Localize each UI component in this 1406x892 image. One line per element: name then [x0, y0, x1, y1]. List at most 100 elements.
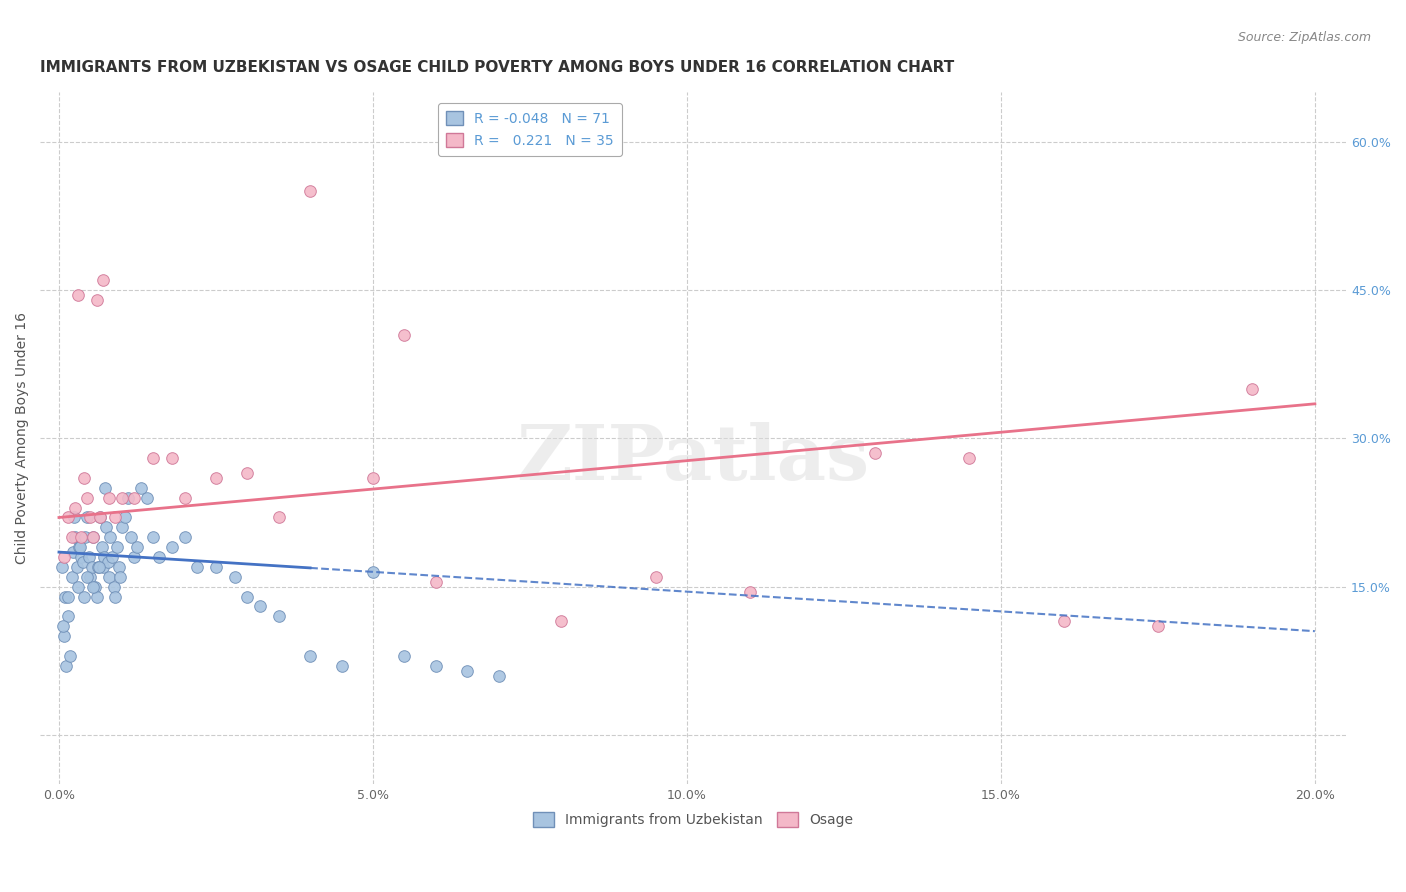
Point	[236, 466, 259, 480]
Point	[110, 570, 132, 584]
Point	[97, 555, 120, 569]
Point	[224, 570, 246, 584]
Point	[86, 590, 108, 604]
Text: ZIPatlas: ZIPatlas	[516, 422, 870, 496]
Point	[62, 545, 84, 559]
Point	[58, 510, 80, 524]
Point	[72, 555, 94, 569]
Point	[82, 580, 104, 594]
Point	[644, 570, 666, 584]
Point	[70, 530, 93, 544]
Point	[101, 549, 124, 564]
Point	[90, 540, 112, 554]
Point	[205, 560, 228, 574]
Text: Source: ZipAtlas.com: Source: ZipAtlas.com	[1237, 31, 1371, 45]
Point	[205, 471, 228, 485]
Point	[249, 599, 271, 614]
Point	[103, 580, 125, 594]
Point	[142, 530, 165, 544]
Text: IMMIGRANTS FROM UZBEKISTAN VS OSAGE CHILD POVERTY AMONG BOYS UNDER 16 CORRELATIO: IMMIGRANTS FROM UZBEKISTAN VS OSAGE CHIL…	[41, 60, 955, 75]
Point	[1147, 619, 1170, 633]
Point	[51, 560, 73, 574]
Point	[160, 540, 183, 554]
Point	[73, 590, 96, 604]
Point	[127, 540, 149, 554]
Point	[87, 560, 110, 574]
Point	[58, 609, 80, 624]
Point	[98, 570, 121, 584]
Point	[53, 590, 76, 604]
Point	[267, 609, 290, 624]
Point	[66, 580, 89, 594]
Point	[104, 590, 127, 604]
Point	[98, 491, 121, 505]
Point	[105, 540, 128, 554]
Point	[299, 648, 322, 663]
Point	[52, 619, 75, 633]
Point	[148, 549, 170, 564]
Point	[425, 658, 447, 673]
Point	[114, 510, 136, 524]
Point	[77, 549, 100, 564]
Point	[59, 648, 82, 663]
Point	[160, 451, 183, 466]
Point	[94, 481, 117, 495]
Point	[82, 530, 104, 544]
Point	[361, 471, 384, 485]
Point	[425, 574, 447, 589]
Point	[89, 510, 111, 524]
Point	[66, 288, 89, 302]
Point	[67, 540, 90, 554]
Point	[91, 273, 114, 287]
Point	[330, 658, 353, 673]
Point	[111, 520, 134, 534]
Point	[104, 510, 127, 524]
Point	[53, 629, 76, 643]
Point	[124, 549, 146, 564]
Point	[738, 584, 761, 599]
Point	[111, 491, 134, 505]
Point	[55, 658, 77, 673]
Point	[63, 510, 86, 524]
Point	[1241, 382, 1264, 396]
Point	[91, 560, 114, 574]
Point	[236, 590, 259, 604]
Point	[63, 500, 86, 515]
Point	[86, 293, 108, 307]
Point	[488, 668, 510, 682]
Point	[60, 530, 83, 544]
Point	[89, 560, 111, 574]
Point	[93, 549, 115, 564]
Point	[394, 648, 416, 663]
Point	[53, 549, 76, 564]
Legend: Immigrants from Uzbekistan, Osage: Immigrants from Uzbekistan, Osage	[527, 807, 859, 833]
Point	[124, 491, 146, 505]
Point	[69, 540, 91, 554]
Point	[89, 510, 111, 524]
Point	[173, 491, 195, 505]
Point	[394, 327, 416, 342]
Point	[60, 570, 83, 584]
Point	[173, 530, 195, 544]
Point	[129, 481, 152, 495]
Point	[65, 560, 87, 574]
Point	[75, 530, 97, 544]
Point	[117, 491, 139, 505]
Point	[142, 451, 165, 466]
Point	[135, 491, 157, 505]
Point	[79, 510, 101, 524]
Point	[100, 530, 122, 544]
Point	[76, 510, 98, 524]
Y-axis label: Child Poverty Among Boys Under 16: Child Poverty Among Boys Under 16	[15, 312, 30, 565]
Point	[76, 570, 98, 584]
Point	[107, 560, 129, 574]
Point	[56, 590, 79, 604]
Point	[70, 549, 93, 564]
Point	[1053, 615, 1076, 629]
Point	[82, 530, 104, 544]
Point	[267, 510, 290, 524]
Point	[80, 560, 103, 574]
Point	[550, 615, 572, 629]
Point	[84, 580, 107, 594]
Point	[361, 565, 384, 579]
